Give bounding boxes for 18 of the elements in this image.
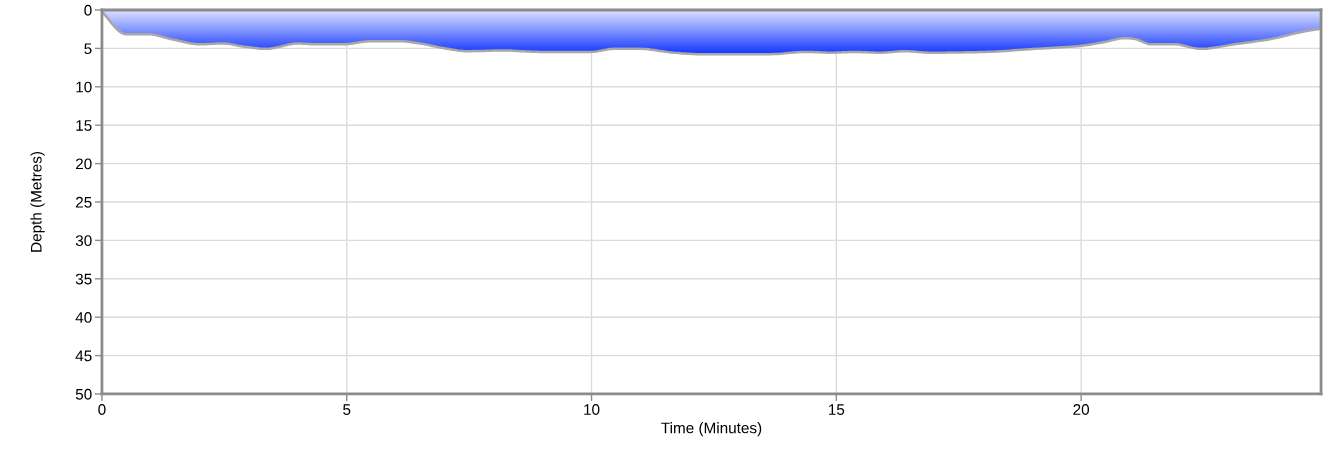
y-tick-label: 25 <box>75 196 92 208</box>
y-tick-label: 20 <box>75 158 92 170</box>
x-tick-label: 10 <box>584 404 600 415</box>
x-axis-title: Time (Minutes) <box>661 422 762 437</box>
x-tick-label: 20 <box>1073 404 1090 415</box>
y-axis-title: Depth (Metres) <box>30 151 45 252</box>
y-tick-label: 40 <box>75 312 92 323</box>
x-tick-label: 15 <box>829 404 845 415</box>
x-tick-label: 5 <box>343 404 351 415</box>
x-tick-label: 0 <box>98 404 106 415</box>
y-tick-label: 5 <box>84 43 92 55</box>
y-tick-label: 15 <box>76 120 92 131</box>
y-tick-label: 30 <box>75 235 92 247</box>
y-tick-label: 50 <box>75 388 92 400</box>
y-tick-label: 35 <box>75 273 92 285</box>
y-tick-label: 10 <box>76 81 92 93</box>
y-tick-label: 0 <box>84 4 92 16</box>
y-tick-label: 45 <box>75 350 92 362</box>
